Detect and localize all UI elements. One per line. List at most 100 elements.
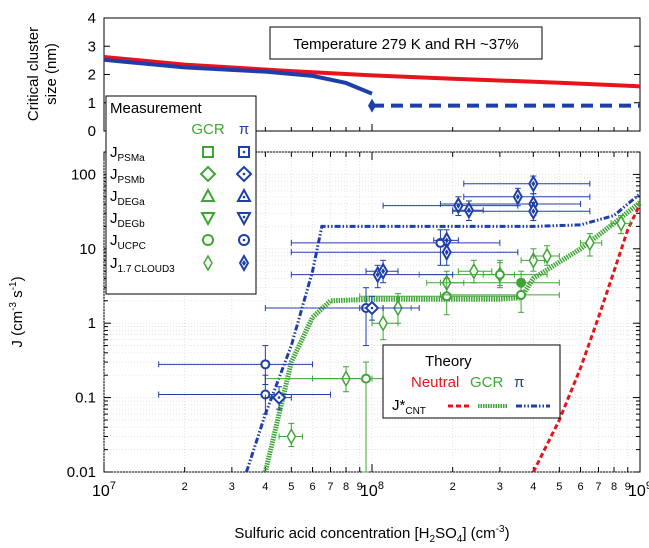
thin-diamond-marker [616, 214, 626, 232]
bottom-x-minor-label: 7 [327, 481, 333, 493]
bottom-x-minor-label: 2 [182, 481, 188, 493]
bottom-y-tick-label: 10 [79, 241, 96, 258]
circle-marker [361, 373, 372, 384]
top-y-tick-label: 4 [88, 10, 96, 27]
circle-marker [494, 269, 505, 280]
theory-legend-jcnt: J*CNT [392, 397, 426, 417]
diamond-inner-fill [515, 193, 520, 200]
legend-row-label: JDEGb [110, 210, 145, 230]
measurement-point-gcr [278, 422, 303, 448]
thin-diamond-marker [528, 251, 539, 269]
legend-pi-thin-diamond-fill [242, 260, 246, 266]
measurement-legend-box [105, 95, 257, 295]
top-y-tick-label: 0 [88, 123, 96, 140]
legend-pi-square [238, 146, 250, 158]
measurement-point-pi [365, 259, 399, 284]
legend-pi-diamond [235, 165, 253, 183]
annotation-text: Temperature 279 K and RH ~37% [293, 36, 519, 53]
top-y-tick-label: 3 [88, 38, 96, 55]
legend-gcr-triangle-up [200, 187, 216, 202]
legend-gcr-triangle-down [200, 212, 216, 227]
measurement-points [158, 174, 631, 473]
diamond-inner-fill [466, 207, 471, 214]
bottom-x-minor-label: 2 [450, 481, 456, 493]
measurement-point-gcr [371, 307, 399, 341]
bottom-xlabel: Sulfuric acid concentration [H2SO4] (cm-… [234, 524, 509, 545]
thin-diamond-marker [542, 247, 552, 265]
top-y-ticks: 0 1 2 3 4 [88, 10, 640, 140]
top-y-tick-label: 2 [88, 67, 96, 84]
bottom-grid [103, 151, 640, 473]
bottom-x-minor-label: 5 [556, 481, 562, 493]
measurement-point-pi [452, 201, 591, 222]
bottom-x-minor-label: 3 [229, 481, 235, 493]
measurement-point-gcr [439, 279, 560, 313]
legend-gcr-square [202, 146, 214, 158]
bottom-x-minor-label: 5 [288, 481, 294, 493]
theory-legend-pi: π [514, 374, 524, 391]
thin-diamond-marker [584, 234, 595, 252]
legend-row-label: JPSMa [110, 144, 145, 164]
critical-size-neutral-line [103, 54, 641, 89]
theory-legend-neutral: Neutral [411, 374, 459, 391]
bottom-x-major-label: 109 [628, 480, 649, 500]
measurement-point-pi [290, 239, 519, 266]
measurement-point-gcr [610, 214, 631, 235]
legend-gcr-diamond [199, 165, 217, 183]
legend-gcr-thin-diamond [203, 254, 213, 272]
thin-diamond-marker [469, 262, 479, 280]
legend-row-label: JPSMb [110, 166, 145, 186]
measurement-point-pi [264, 386, 292, 410]
bottom-y-tick-label: 0.1 [75, 390, 96, 407]
bottom-x-minor-label: 9 [625, 481, 631, 493]
legend-col-gcr: GCR [191, 121, 225, 138]
bottom-x-minor-label: 6 [309, 481, 315, 493]
circle-marker [441, 291, 452, 302]
measurement-point-pi [463, 174, 591, 195]
legend-pi-triangle-dot [242, 195, 246, 199]
theory-neutral-curve [532, 203, 642, 473]
diamond-center-dot [277, 396, 281, 399]
legend-pi-circle-dot [242, 238, 246, 242]
bottom-x-minor-label: 7 [595, 481, 601, 493]
legend-pi-triangle-down [236, 212, 252, 227]
diamond-center-dot [370, 306, 374, 310]
measurement-point-pi [158, 374, 331, 415]
measurement-point-gcr [532, 245, 560, 266]
legend-row-label: J1.7 CLOUD3 [110, 255, 175, 275]
bottom-y-tick-label: 0.01 [67, 464, 96, 481]
measurement-legend-title: Measurement [110, 100, 203, 117]
measurement-point-pi [382, 196, 519, 217]
diamond-inner-fill [531, 208, 536, 215]
annotation-box [269, 26, 543, 60]
theory-legend-gcr: GCR [470, 374, 504, 391]
circle-marker [260, 359, 271, 370]
critical-size-pi-line [103, 57, 373, 96]
thin-diamond-marker [286, 427, 297, 446]
critical-size-marker [368, 98, 376, 113]
legend-gcr-circle [202, 234, 214, 246]
bottom-x-minor-label: 8 [343, 481, 349, 493]
diamond-inner-fill [375, 271, 380, 278]
top-ylabel-line1: Critical cluster [25, 27, 42, 121]
bottom-x-minor-label: 4 [530, 481, 536, 493]
circle-marker [516, 289, 527, 300]
theory-curves [245, 192, 642, 473]
measurement-legend: Measurement GCR π JPSMaJPSMbJDEGaJDEGbJU… [105, 95, 257, 295]
bottom-x-minor-label: 8 [611, 481, 617, 493]
legend-pi-triangle-up [236, 187, 252, 202]
legend-pi-square-dot [242, 150, 246, 154]
top-ylabel-line2: size (nm) [43, 43, 60, 105]
theory-legend-box [382, 344, 561, 419]
bottom-x-major-label: 108 [360, 480, 384, 500]
diamond-inner-fill [531, 180, 536, 187]
top-y-tick-label: 1 [88, 95, 96, 112]
measurement-point-pi [359, 295, 384, 321]
legend-pi-thin-diamond [238, 253, 250, 273]
theory-legend: Theory Neutral GCR π J*CNT [382, 344, 561, 419]
measurement-point-gcr [580, 233, 603, 257]
bottom-x-major-label: 107 [92, 480, 116, 500]
